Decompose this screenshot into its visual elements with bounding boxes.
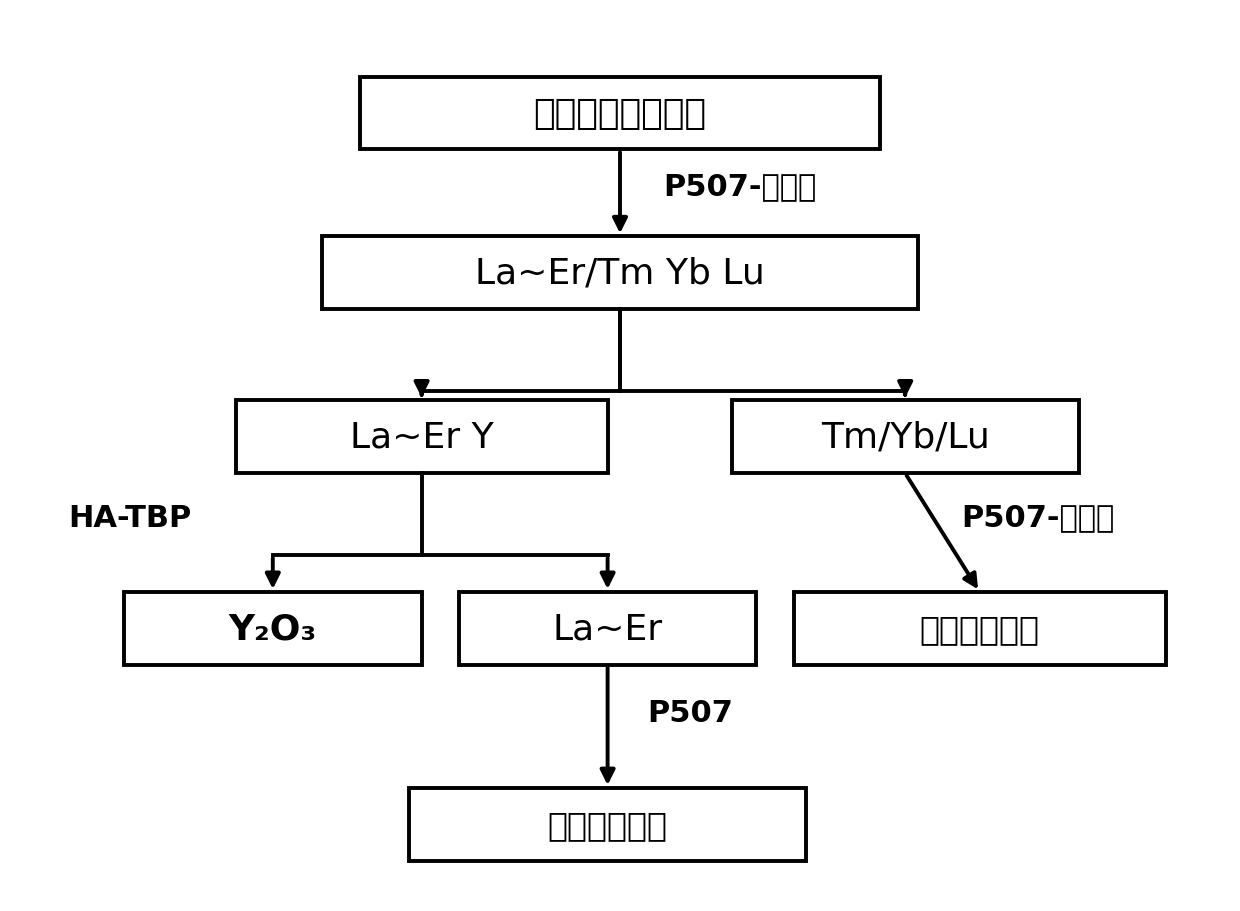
Text: P507: P507 — [647, 698, 733, 727]
Bar — [459, 592, 756, 665]
Bar — [236, 401, 608, 474]
Bar — [360, 77, 880, 150]
Text: 高钇型稀土矿料液: 高钇型稀土矿料液 — [533, 97, 707, 131]
Text: P507-异辛醇: P507-异辛醇 — [663, 172, 817, 201]
Bar — [124, 592, 422, 665]
Bar — [322, 237, 918, 310]
Bar — [794, 592, 1166, 665]
Text: HA-TBP: HA-TBP — [68, 503, 191, 532]
Text: Tm/Yb/Lu: Tm/Yb/Lu — [821, 420, 990, 455]
Text: La~Er Y: La~Er Y — [350, 420, 494, 455]
Text: 单一稀土分离: 单一稀土分离 — [548, 808, 667, 841]
Text: P507-异辛醇: P507-异辛醇 — [961, 503, 1115, 532]
Text: La~Er/Tm Yb Lu: La~Er/Tm Yb Lu — [475, 256, 765, 291]
Text: Y₂O₃: Y₂O₃ — [228, 611, 317, 646]
Bar — [409, 788, 806, 861]
Text: 单一稀土分离: 单一稀土分离 — [920, 612, 1039, 645]
Text: La~Er: La~Er — [553, 611, 662, 646]
Bar — [732, 401, 1079, 474]
